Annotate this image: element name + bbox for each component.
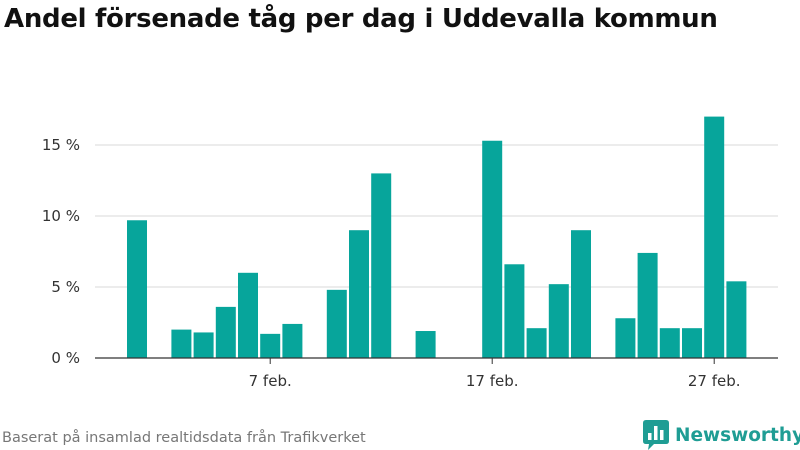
bar	[682, 328, 702, 358]
bar	[548, 284, 569, 358]
bar	[215, 306, 236, 358]
y-tick-label: 0 %	[51, 349, 80, 367]
x-tick-label: 17 feb.	[466, 372, 519, 390]
source-note: Baserat på insamlad realtidsdata från Tr…	[2, 430, 366, 446]
bar	[349, 230, 369, 358]
bar	[482, 140, 503, 358]
bar	[238, 272, 258, 358]
bar	[371, 173, 392, 358]
bar	[193, 332, 214, 358]
gridlines	[95, 144, 778, 288]
bars	[127, 116, 747, 358]
x-tick-label: 7 feb.	[249, 372, 292, 390]
bar	[504, 264, 525, 358]
x-axis: 7 feb. 17 feb. 27 feb.	[95, 357, 778, 390]
bar	[526, 328, 547, 358]
brand-name: Newsworthy	[675, 424, 800, 446]
bar	[704, 116, 725, 358]
bar	[127, 220, 147, 358]
bar	[615, 318, 636, 358]
y-tick-label: 5 %	[51, 278, 80, 296]
x-tick-label: 27 feb.	[688, 372, 741, 390]
bar	[260, 333, 281, 358]
bar	[659, 328, 680, 358]
bar	[282, 323, 303, 358]
bar	[637, 252, 658, 358]
newsworthy-logo-icon	[643, 420, 669, 450]
y-axis-ticks: 0 % 5 % 10 % 15 %	[42, 136, 80, 367]
bar	[571, 230, 591, 358]
bar	[726, 281, 747, 358]
bar-chart: 0 % 5 % 10 % 15 % 7 feb. 17 feb. 27 feb.	[42, 116, 778, 390]
chart-title: Andel försenade tåg per dag i Uddevalla …	[4, 4, 718, 34]
y-tick-label: 10 %	[42, 207, 80, 225]
newsworthy-logo: Newsworthy	[643, 420, 800, 450]
bar	[171, 329, 192, 358]
y-tick-label: 15 %	[42, 136, 80, 154]
bar	[326, 289, 347, 358]
bar	[415, 331, 436, 358]
